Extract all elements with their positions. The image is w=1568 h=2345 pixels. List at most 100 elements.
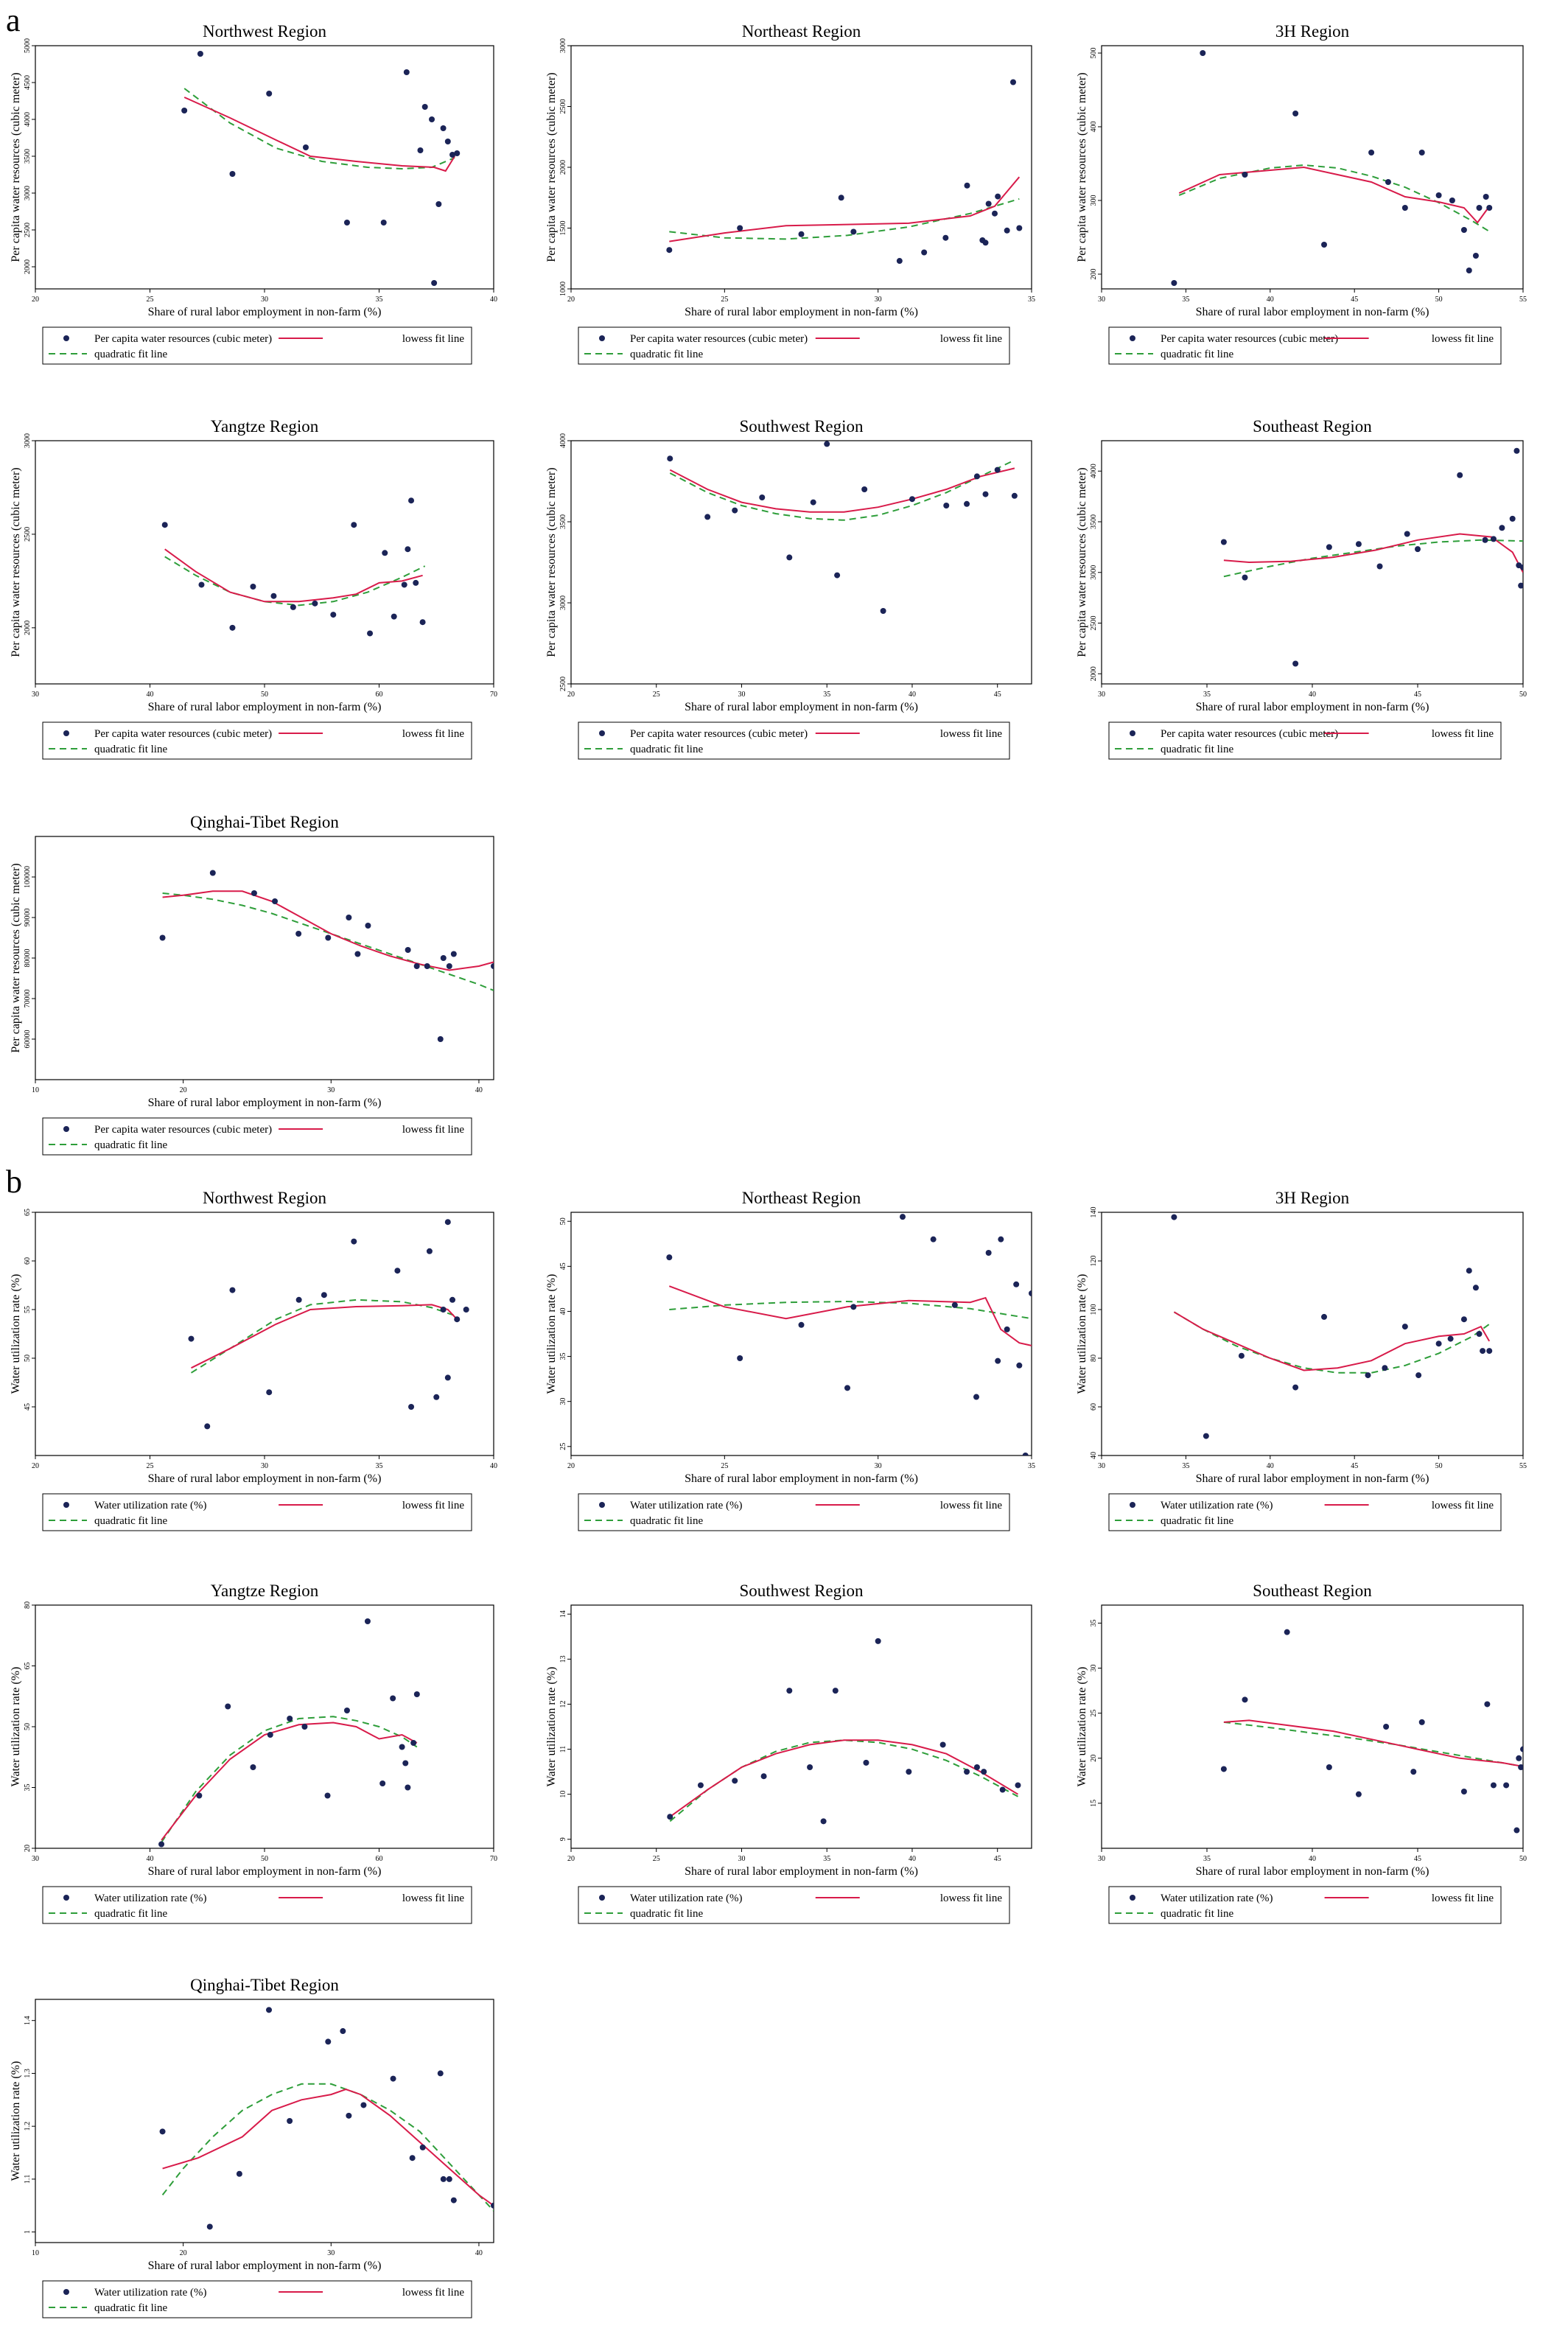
data-point xyxy=(1238,1352,1245,1359)
x-tick-label: 35 xyxy=(1203,691,1211,699)
data-point xyxy=(390,1695,396,1702)
legend-label-lowess: lowess fit line xyxy=(1432,728,1494,740)
legend-point-symbol xyxy=(63,335,69,341)
data-point xyxy=(760,1773,767,1780)
legend-label-scatter: Water utilization rate (%) xyxy=(94,1893,206,1904)
data-point xyxy=(287,1716,293,1722)
data-point xyxy=(964,1769,970,1775)
legend: Water utilization rate (%) lowess fit lin… xyxy=(42,1493,472,1531)
data-point xyxy=(1010,79,1016,85)
x-tick-label: 50 xyxy=(1519,691,1527,699)
x-tick-label: 25 xyxy=(653,1855,660,1863)
legend-label-scatter: Water utilization rate (%) xyxy=(1161,1893,1273,1904)
data-point xyxy=(267,1732,273,1738)
legend-point-symbol xyxy=(1130,1502,1135,1508)
data-point xyxy=(1292,660,1299,667)
y-tick-label: 4500 xyxy=(24,75,32,90)
data-point xyxy=(943,503,950,509)
plot-frame xyxy=(570,1604,1032,1849)
y-tick-label: 35 xyxy=(1090,1619,1098,1626)
data-point xyxy=(1321,242,1328,248)
legend-label-quadratic: quadratic fit line xyxy=(94,744,167,755)
data-point xyxy=(667,455,673,462)
data-point xyxy=(1203,1433,1209,1439)
data-point xyxy=(838,195,844,201)
legend-box xyxy=(42,1493,472,1531)
legend: Per capita water resources (cubic meter)… xyxy=(42,326,472,365)
legend-label-quadratic: quadratic fit line xyxy=(630,1908,703,1920)
y-tick-label: 2500 xyxy=(24,527,32,542)
chart-title: Northwest Region xyxy=(203,22,327,41)
lowess-fit-line xyxy=(164,548,423,603)
data-point xyxy=(798,231,805,237)
quadratic-fit-line xyxy=(1223,539,1523,578)
x-tick-label: 30 xyxy=(32,1855,39,1863)
chart-6: Southeast Region 30 35 40 45 50 2000 2500 3000 35… xyxy=(1076,417,1527,760)
data-point xyxy=(435,201,442,207)
data-point xyxy=(1385,179,1391,185)
data-point xyxy=(1410,1769,1417,1775)
legend-label-scatter: Per capita water resources (cubic meter) xyxy=(1161,333,1338,345)
data-point xyxy=(295,1296,302,1303)
x-tick-label: 10 xyxy=(32,2249,39,2257)
chart-title: Qinghai-Tibet Region xyxy=(190,1976,339,1994)
y-tick-label: 2000 xyxy=(24,259,32,274)
legend-label-scatter: Per capita water resources (cubic meter) xyxy=(94,333,272,345)
data-point xyxy=(413,963,420,969)
y-tick-label: 35 xyxy=(559,1353,567,1360)
chart-title: 3H Region xyxy=(1275,22,1350,41)
x-axis-label: Share of rural labor employment in non-f… xyxy=(148,1097,382,1109)
y-axis-label: Per capita water resources (cubic meter) xyxy=(10,72,22,262)
x-tick-label: 55 xyxy=(1519,1462,1527,1470)
lowess-fit-line xyxy=(161,1722,418,1841)
y-tick-label: 60 xyxy=(24,1257,32,1265)
data-point xyxy=(1355,541,1362,548)
data-point xyxy=(196,1792,203,1799)
lowess-fit-line xyxy=(669,1739,1019,1818)
y-tick-label: 65 xyxy=(24,1663,32,1670)
lowess-fit-line xyxy=(1173,1311,1491,1371)
data-point xyxy=(401,581,407,588)
data-point xyxy=(1004,1326,1010,1332)
data-point xyxy=(930,1236,937,1243)
data-point xyxy=(732,507,738,514)
data-point xyxy=(1482,537,1488,543)
data-point xyxy=(209,870,216,876)
y-tick-label: 70000 xyxy=(24,990,32,1008)
plot-frame xyxy=(35,440,494,685)
y-axis-label: Water utilization rate (%) xyxy=(10,2061,22,2181)
data-point xyxy=(351,1238,357,1245)
data-point xyxy=(1516,1755,1522,1761)
data-point xyxy=(295,931,302,937)
data-point xyxy=(346,2112,352,2119)
data-point xyxy=(270,593,277,599)
legend-label-lowess: lowess fit line xyxy=(402,1500,464,1512)
data-point xyxy=(229,624,236,631)
legend-point-symbol xyxy=(599,335,605,341)
data-point xyxy=(810,499,816,506)
data-point xyxy=(834,572,841,579)
data-point xyxy=(440,1307,447,1313)
y-tick-label: 2000 xyxy=(1090,666,1098,681)
chart-5: Southwest Region 20 25 30 35 40 45 2500 3000 3500… xyxy=(545,417,1032,760)
x-tick-label: 50 xyxy=(1435,1462,1443,1470)
y-tick-label: 2500 xyxy=(559,99,567,114)
legend-point-symbol xyxy=(599,1895,605,1901)
x-tick-label: 35 xyxy=(823,1855,830,1863)
lowess-fit-line xyxy=(669,467,1015,513)
y-tick-label: 80000 xyxy=(24,949,32,968)
series-group xyxy=(158,1618,420,1848)
series-group xyxy=(159,2007,494,2230)
data-point xyxy=(380,220,387,226)
legend-point-symbol xyxy=(599,1502,605,1508)
data-point xyxy=(1480,1348,1486,1355)
chart-10: 3H Region 30 35 40 45 50 55 40 60 80 100 120 140 Shar… xyxy=(1076,1189,1527,1531)
chart-title: Northwest Region xyxy=(203,1189,327,1207)
x-tick-label: 20 xyxy=(180,2249,187,2257)
y-tick-label: 4000 xyxy=(559,433,567,448)
x-axis-label: Share of rural labor employment in non-f… xyxy=(148,1472,382,1485)
data-point xyxy=(325,934,332,941)
plot-frame xyxy=(35,1999,494,2243)
data-point xyxy=(1220,539,1227,545)
chart-2: Northeast Region 20 25 30 35 1000 1500 2000 2500… xyxy=(545,22,1035,365)
